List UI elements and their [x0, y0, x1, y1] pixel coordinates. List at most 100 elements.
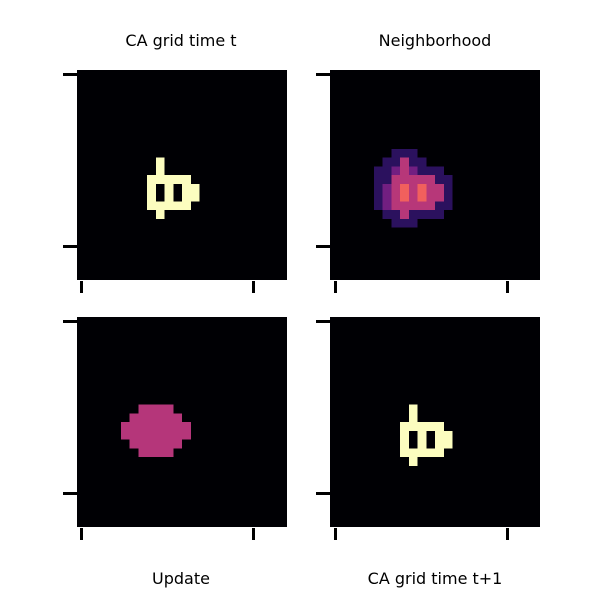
y-tick [316, 492, 330, 495]
neighborhood-cell [391, 183, 401, 193]
neighborhood-cell [373, 166, 383, 176]
neighborhood-cell [400, 201, 409, 211]
neighborhood-cell [435, 175, 444, 184]
neighborhood-canvas [330, 70, 540, 280]
neighborhood-cell [382, 175, 392, 184]
panel-title-neighborhood: Neighborhood [378, 31, 492, 50]
neighborhood-cell [435, 210, 444, 219]
live-cell [400, 430, 409, 440]
neighborhood-cell [417, 157, 427, 167]
update-cell [138, 404, 148, 414]
x-tick [506, 281, 509, 293]
update-cell [147, 413, 156, 423]
update-cell [147, 422, 156, 431]
neighborhood-cell [417, 192, 427, 202]
live-cell [435, 430, 444, 440]
neighborhood-cell [391, 157, 401, 167]
neighborhood-cell [391, 210, 401, 219]
update-cell [173, 430, 183, 440]
live-cell [182, 183, 191, 193]
live-cell [408, 457, 418, 466]
neighborhood-cell [408, 192, 418, 202]
live-cell [426, 422, 436, 431]
x-tick [334, 281, 337, 293]
update-cell [155, 448, 165, 458]
neighborhood-cell [408, 183, 418, 193]
neighborhood-cell [400, 157, 409, 167]
y-tick [316, 73, 330, 76]
neighborhood-cell [408, 218, 418, 228]
live-cell [164, 192, 174, 202]
live-cell [417, 439, 427, 449]
x-tick [334, 528, 337, 540]
neighborhood-cell [417, 175, 427, 184]
live-cell [155, 201, 165, 211]
neighborhood-cell [373, 192, 383, 202]
update-cell [182, 422, 191, 431]
neighborhood-cell [417, 201, 427, 211]
live-cell [443, 430, 453, 440]
live-cell [173, 201, 183, 211]
neighborhood-cell [400, 210, 409, 219]
neighborhood-cell [391, 148, 401, 158]
neighborhood-cell [400, 175, 409, 184]
neighborhood-cell [400, 192, 409, 202]
update-cell [164, 439, 174, 449]
neighborhood-cell [408, 210, 418, 219]
update-cell [147, 439, 156, 449]
update-cell [138, 439, 148, 449]
neighborhood-cell [408, 175, 418, 184]
neighborhood-cell [426, 201, 436, 211]
neighborhood-cell [391, 218, 401, 228]
x-tick [80, 528, 83, 540]
live-cell [426, 448, 436, 458]
neighborhood-panel [330, 70, 540, 280]
update-cell [173, 422, 183, 431]
neighborhood-cell [400, 148, 409, 158]
neighborhood-cell [400, 218, 409, 228]
neighborhood-cell [382, 166, 392, 176]
update-cell [138, 413, 148, 423]
ca-grid-t-canvas [77, 70, 287, 280]
ca-grid-t1-canvas [330, 317, 540, 527]
neighborhood-cell [391, 192, 401, 202]
update-panel [77, 317, 287, 527]
neighborhood-cell [417, 166, 427, 176]
live-cell [155, 166, 165, 176]
neighborhood-cell [391, 201, 401, 211]
neighborhood-cell [391, 166, 401, 176]
neighborhood-cell [426, 210, 436, 219]
live-cell [408, 413, 418, 423]
y-tick [63, 73, 77, 76]
update-cell [173, 439, 183, 449]
neighborhood-cell [443, 183, 453, 193]
update-cell [138, 430, 148, 440]
update-cell [147, 404, 156, 414]
live-cell [408, 404, 418, 414]
neighborhood-cell [435, 166, 444, 176]
live-cell [400, 422, 409, 431]
update-cell [120, 422, 130, 431]
update-cell [155, 439, 165, 449]
neighborhood-cell [435, 192, 444, 202]
update-cell [147, 448, 156, 458]
y-tick [316, 245, 330, 248]
live-cell [155, 157, 165, 167]
y-tick [63, 492, 77, 495]
update-cell [155, 430, 165, 440]
live-cell [182, 175, 191, 184]
neighborhood-cell [408, 148, 418, 158]
x-tick [80, 281, 83, 293]
neighborhood-cell [382, 210, 392, 219]
neighborhood-cell [408, 166, 418, 176]
live-cell [173, 175, 183, 184]
y-tick [316, 320, 330, 323]
update-cell [147, 430, 156, 440]
live-cell [417, 430, 427, 440]
neighborhood-cell [382, 183, 392, 193]
update-cell [120, 430, 130, 440]
neighborhood-cell [426, 192, 436, 202]
neighborhood-cell [408, 157, 418, 167]
update-cell [155, 422, 165, 431]
neighborhood-cell [373, 201, 383, 211]
